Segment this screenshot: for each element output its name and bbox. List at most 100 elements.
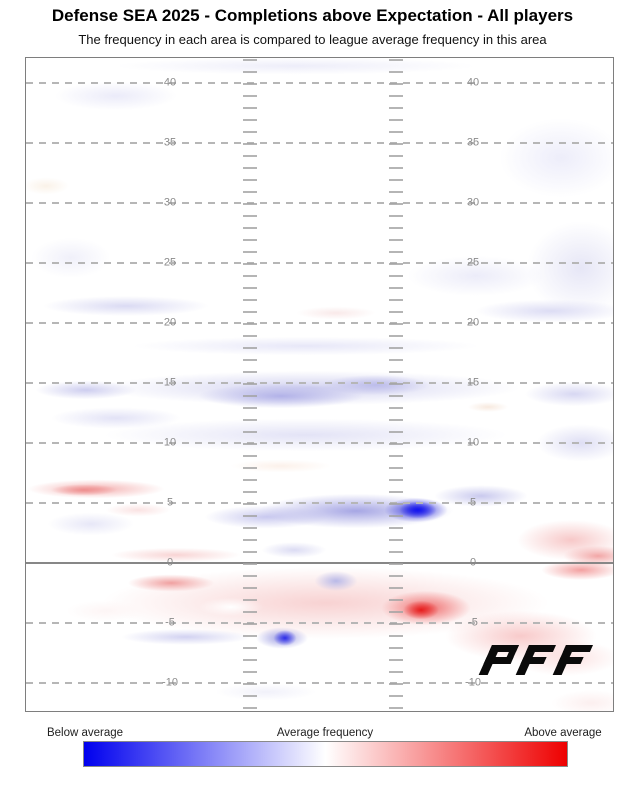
football-field-heatmap: 40 40 35 35 30 30 25 25 20 20 15 15 10 10 5 5 0 0 -5 -5 -10 -… — [25, 57, 614, 712]
hash-mark — [389, 479, 403, 481]
hash-mark — [389, 143, 403, 145]
yardline--5 — [26, 622, 613, 624]
hash-mark — [389, 407, 403, 409]
hash-mark — [243, 323, 257, 325]
hash-mark — [389, 131, 403, 133]
legend-label-average: Average frequency — [276, 727, 374, 739]
hash-mark — [389, 323, 403, 325]
hash-mark — [243, 251, 257, 253]
hash-mark — [389, 671, 403, 673]
yard-number: 15 — [163, 376, 177, 389]
legend-label-below: Below average — [46, 727, 124, 739]
hash-mark — [389, 359, 403, 361]
hash-mark — [389, 191, 403, 193]
hash-mark — [389, 563, 403, 565]
hash-mark — [389, 215, 403, 217]
yard-number: 20 — [163, 316, 177, 329]
yard-number: 10 — [163, 436, 177, 449]
hash-mark — [389, 611, 403, 613]
hash-mark — [389, 263, 403, 265]
hash-mark — [243, 335, 257, 337]
yardline-5 — [26, 502, 613, 504]
hash-mark — [243, 59, 257, 61]
hash-mark — [389, 71, 403, 73]
hash-mark — [243, 143, 257, 145]
yard-number: 40 — [163, 76, 177, 89]
hash-mark — [243, 599, 257, 601]
yard-number: -5 — [165, 616, 175, 629]
hash-mark — [389, 179, 403, 181]
heatmap-layer — [26, 58, 613, 711]
hash-mark — [243, 479, 257, 481]
hash-mark — [243, 515, 257, 517]
hash-mark — [243, 467, 257, 469]
hash-mark — [389, 659, 403, 661]
hash-mark — [389, 551, 403, 553]
hash-mark — [243, 431, 257, 433]
hash-mark — [389, 239, 403, 241]
hash-mark — [389, 299, 403, 301]
yard-number: 25 — [163, 256, 177, 269]
hash-mark — [243, 491, 257, 493]
hash-mark — [243, 419, 257, 421]
hash-mark — [389, 587, 403, 589]
yard-number: -10 — [465, 676, 481, 689]
hash-mark — [243, 275, 257, 277]
hash-mark — [243, 575, 257, 577]
hash-mark — [243, 347, 257, 349]
hash-mark — [389, 623, 403, 625]
hash-mark — [389, 431, 403, 433]
yard-number: 0 — [166, 556, 174, 569]
yardline--10 — [26, 682, 613, 684]
hash-mark — [243, 155, 257, 157]
hash-mark — [389, 443, 403, 445]
hash-mark — [389, 527, 403, 529]
hash-mark — [389, 167, 403, 169]
hash-mark — [243, 179, 257, 181]
hash-mark — [389, 83, 403, 85]
hash-mark — [389, 515, 403, 517]
hash-mark — [243, 83, 257, 85]
hash-mark — [389, 683, 403, 685]
yard-number: 10 — [466, 436, 480, 449]
hash-mark — [389, 395, 403, 397]
yardline-25 — [26, 262, 613, 264]
hash-mark — [243, 287, 257, 289]
hash-mark — [389, 287, 403, 289]
hash-mark — [243, 227, 257, 229]
hash-mark — [243, 683, 257, 685]
hash-mark — [243, 659, 257, 661]
yardline-15 — [26, 382, 613, 384]
hash-mark — [243, 611, 257, 613]
hash-mark — [389, 59, 403, 61]
hash-mark — [243, 263, 257, 265]
hash-mark — [389, 251, 403, 253]
hash-mark — [243, 527, 257, 529]
hash-mark — [243, 191, 257, 193]
yardline-40 — [26, 82, 613, 84]
yard-number: 40 — [466, 76, 480, 89]
hash-mark — [243, 71, 257, 73]
yardline-35 — [26, 142, 613, 144]
hash-mark — [243, 695, 257, 697]
hash-mark — [389, 707, 403, 709]
hash-mark — [389, 155, 403, 157]
yard-number: 5 — [469, 496, 477, 509]
hash-mark — [389, 95, 403, 97]
pff-logo-svg — [478, 645, 593, 675]
hash-mark — [389, 467, 403, 469]
hash-mark — [389, 119, 403, 121]
hash-mark — [389, 383, 403, 385]
pff-logo — [478, 643, 603, 677]
hash-mark — [243, 455, 257, 457]
hash-mark — [243, 647, 257, 649]
yard-number: 5 — [166, 496, 174, 509]
yard-number: 0 — [469, 556, 477, 569]
hash-mark — [389, 335, 403, 337]
yard-number: 15 — [466, 376, 480, 389]
hash-mark — [243, 407, 257, 409]
hash-mark — [243, 131, 257, 133]
hash-mark — [243, 635, 257, 637]
hash-mark — [389, 275, 403, 277]
page-title: Defense SEA 2025 - Completions above Exp… — [51, 6, 574, 25]
